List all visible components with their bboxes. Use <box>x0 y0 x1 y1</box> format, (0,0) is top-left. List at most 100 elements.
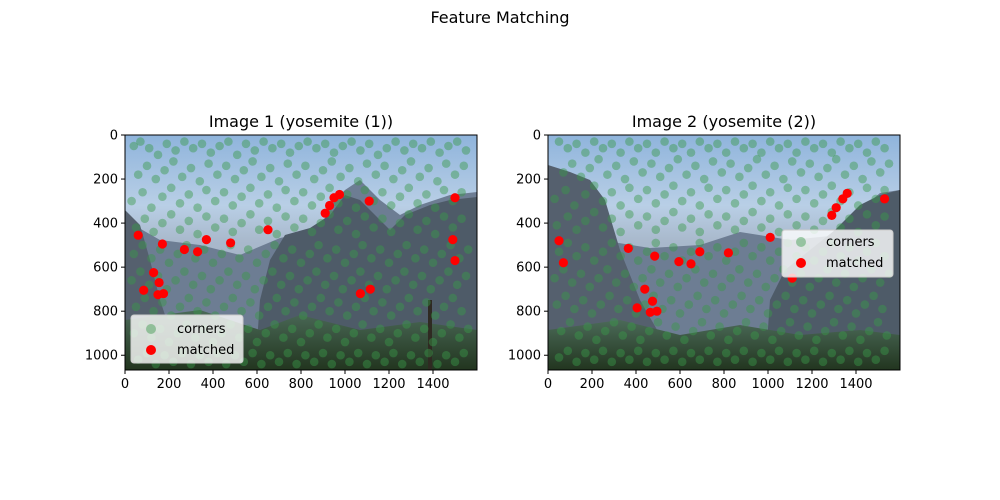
corner-point <box>323 254 332 263</box>
corner-point <box>653 317 663 327</box>
corner-point <box>779 174 788 184</box>
corner-point <box>228 293 238 303</box>
corner-point <box>444 141 453 151</box>
corner-point <box>439 302 449 312</box>
matched-point <box>674 257 684 267</box>
corner-point <box>252 258 262 268</box>
corner-point <box>263 190 273 199</box>
corner-point <box>759 322 768 331</box>
corner-point <box>140 214 150 223</box>
corner-point <box>814 172 823 182</box>
legend-label-corners: corners <box>826 235 875 250</box>
corner-point <box>836 137 845 146</box>
y-tick-label: 600 <box>93 261 118 276</box>
corner-point <box>415 357 425 367</box>
corner-point <box>292 359 301 369</box>
x-tick-label: 800 <box>712 377 737 392</box>
corner-point <box>880 346 889 356</box>
corner-point <box>274 176 284 186</box>
corner-point <box>367 254 376 263</box>
corner-point <box>743 278 753 287</box>
x-tick-label: 400 <box>624 377 649 392</box>
corner-point <box>669 346 678 356</box>
figure-suptitle: Feature Matching <box>430 8 569 27</box>
corner-point <box>402 320 411 329</box>
corner-point <box>827 148 837 157</box>
corner-point <box>158 218 167 228</box>
corner-point <box>757 243 766 252</box>
corner-point <box>149 306 158 316</box>
corner-point <box>210 223 220 232</box>
corner-point <box>629 282 639 292</box>
corner-point <box>625 209 634 219</box>
matched-point <box>325 200 335 211</box>
corner-point <box>748 207 757 217</box>
corner-point <box>430 311 440 320</box>
corner-point <box>570 201 579 210</box>
corner-point <box>660 137 669 146</box>
corner-point <box>347 137 356 146</box>
corner-point <box>845 214 854 223</box>
corner-point <box>342 311 352 320</box>
corner-point <box>638 273 647 283</box>
corner-point <box>342 216 352 226</box>
corner-point <box>790 304 799 314</box>
corner-point <box>765 256 775 265</box>
subplot-image-1: 0 200 400 600 800 1000 1200 1400 0 200 400 600 800 1… <box>85 112 478 392</box>
corner-point <box>257 359 266 369</box>
corner-point <box>757 148 766 157</box>
x-tick-label: 600 <box>245 377 270 392</box>
corner-point <box>682 273 691 283</box>
matched-point <box>652 306 662 316</box>
corner-point <box>856 335 865 345</box>
corner-point <box>166 209 176 219</box>
corner-point <box>389 348 398 358</box>
corner-point <box>276 280 286 290</box>
corner-point <box>642 357 652 367</box>
corner-point <box>287 324 297 334</box>
corner-point <box>248 157 257 166</box>
corner-point <box>561 291 570 301</box>
corner-point <box>836 355 845 364</box>
matched-point <box>450 255 460 266</box>
corner-point <box>761 282 771 292</box>
y-axis-ticks-image-1: 0 200 400 600 800 1000 <box>85 129 125 364</box>
legend-marker-corners <box>146 324 156 334</box>
corner-point <box>878 304 887 314</box>
corner-point <box>166 183 176 193</box>
corner-point <box>356 146 365 155</box>
y-tick-label: 600 <box>516 261 541 276</box>
corner-point <box>721 185 731 195</box>
corner-point <box>860 300 870 309</box>
corner-point <box>739 346 749 356</box>
corner-point <box>880 143 889 153</box>
x-tick-label: 1000 <box>328 377 361 392</box>
corner-point <box>263 302 273 312</box>
corner-point <box>688 326 698 336</box>
matched-point <box>201 235 211 245</box>
corner-point <box>607 187 617 197</box>
corner-point <box>589 181 599 190</box>
corner-point <box>686 148 696 157</box>
corner-point <box>563 238 573 248</box>
y-tick-label: 200 <box>516 173 541 188</box>
corner-point <box>818 139 828 149</box>
corner-point <box>265 163 275 173</box>
corner-point <box>441 350 451 360</box>
corner-point <box>719 309 729 318</box>
corner-point <box>215 276 224 285</box>
corner-point <box>627 322 636 331</box>
matched-point <box>695 247 705 257</box>
corner-point <box>237 306 246 316</box>
corner-point <box>739 216 749 226</box>
corner-point <box>563 346 573 356</box>
corner-point <box>620 269 630 279</box>
corner-point <box>834 304 843 314</box>
corner-point <box>858 174 867 184</box>
corner-point <box>660 251 669 261</box>
corner-point <box>660 216 669 226</box>
corner-point <box>158 298 167 307</box>
corner-point <box>783 357 793 367</box>
corner-point <box>737 291 746 301</box>
corner-point <box>774 346 784 356</box>
